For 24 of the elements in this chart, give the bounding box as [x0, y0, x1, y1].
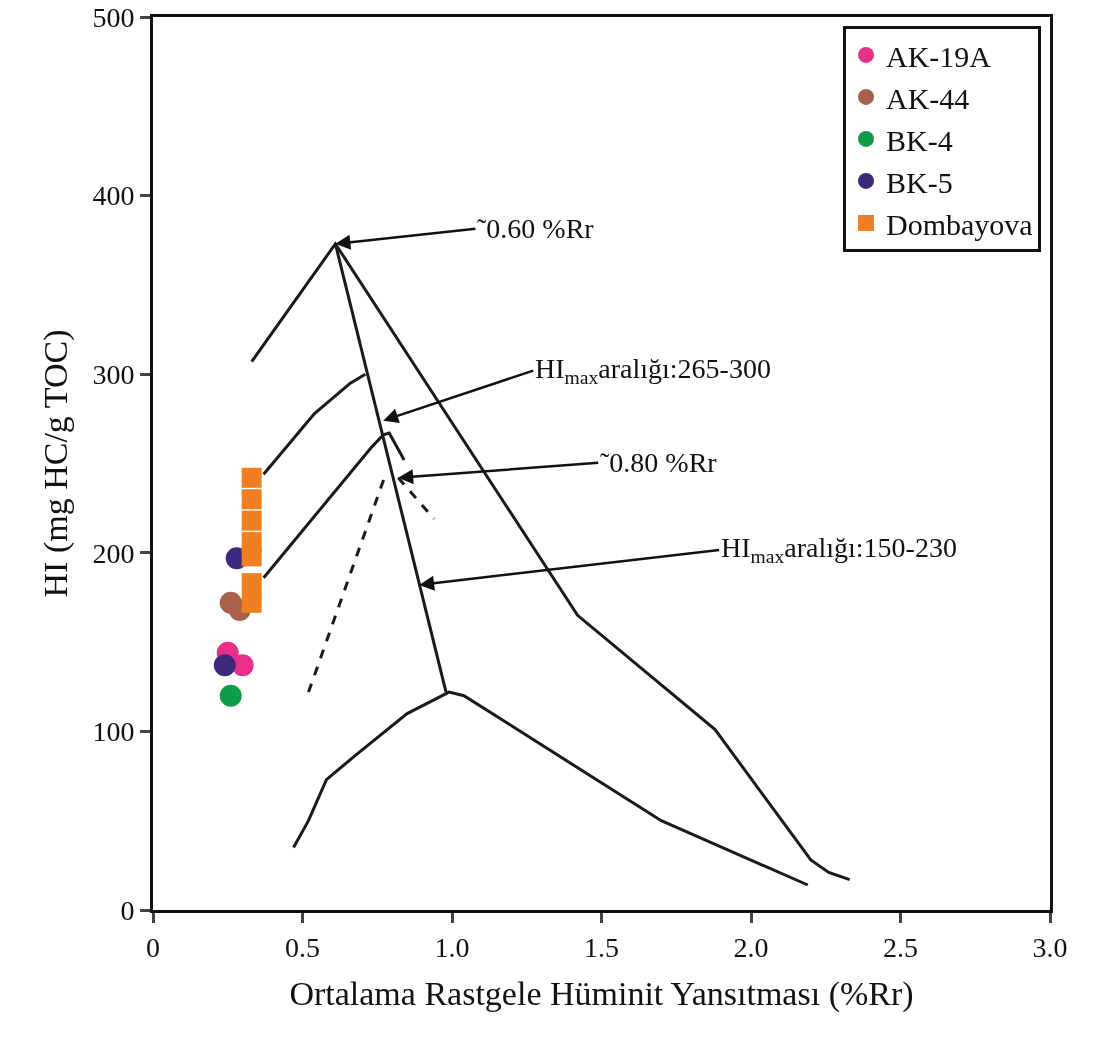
annotation: HI$_{max}$aralığı:265-300	[535, 353, 771, 388]
y-axis-title: HI (mg HC/g TOC)	[37, 329, 75, 598]
x-tick-label: 1.0	[434, 931, 470, 963]
y-tick-label: 400	[92, 180, 135, 212]
x-tick-label: 0	[146, 931, 160, 963]
annotation: HI$_{max}$aralığı:150-230	[721, 532, 957, 567]
annotation: ˜0.80 %Rr	[600, 447, 718, 478]
y-tick-label: 300	[92, 359, 135, 390]
annotation: ˜0.60 %Rr	[477, 213, 595, 244]
x-tick-label: 1.5	[584, 931, 619, 963]
legend-label: BK-4	[886, 123, 953, 157]
legend-label: AK-44	[886, 81, 970, 115]
y-tick-label: 0	[120, 894, 135, 926]
y-tick-label: 200	[92, 537, 135, 569]
x-tick-label: 2.0	[733, 931, 769, 963]
legend-label: AK-19A	[886, 39, 992, 73]
x-tick-label: 3.0	[1032, 931, 1068, 963]
x-tick-label: 2.5	[883, 931, 918, 963]
y-tick-label: 500	[92, 1, 135, 33]
x-tick-label: 0.5	[285, 931, 320, 963]
legend-label: BK-5	[886, 165, 953, 199]
x-axis-title: Ortalama Rastgele Hüminit Yansıtması (%Rr)	[289, 974, 914, 1013]
y-tick-label: 100	[92, 716, 135, 748]
legend-label: Dombayova	[886, 207, 1033, 241]
